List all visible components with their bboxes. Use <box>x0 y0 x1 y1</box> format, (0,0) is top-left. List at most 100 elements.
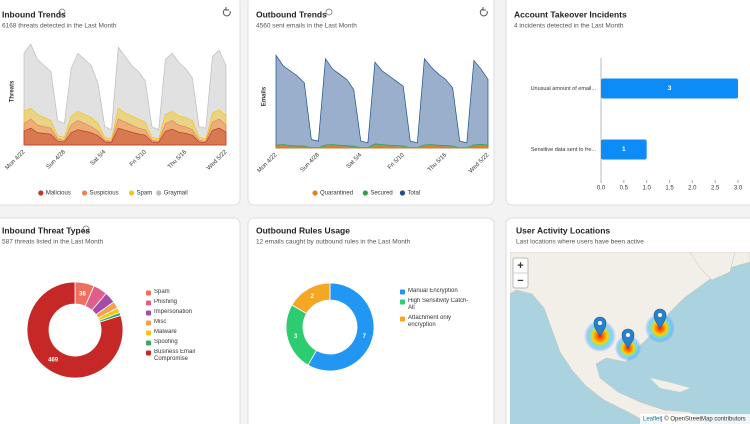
legend-label: Suspicious <box>90 191 119 197</box>
attribution-link[interactable]: Leaflet <box>643 417 661 423</box>
help-icon[interactable] <box>325 8 333 16</box>
legend-label: High Sensitivity Catch-All <box>408 298 469 311</box>
legend-label: Spam <box>154 289 170 295</box>
legend-swatch <box>146 300 151 306</box>
bar-label: 1 <box>622 146 626 153</box>
slice-label: 3 <box>294 334 298 340</box>
donut-slice <box>307 282 375 372</box>
help-icon[interactable] <box>82 225 90 233</box>
legend-swatch <box>146 290 151 296</box>
x-tick-label: 0.0 <box>597 186 606 192</box>
legend-swatch <box>362 190 368 196</box>
panel-subtitle: Last locations where users have been act… <box>516 239 644 246</box>
legend-label: Malicious <box>46 191 71 197</box>
legend-swatch <box>146 350 151 356</box>
refresh-icon[interactable] <box>479 7 488 17</box>
legend-label: Spam <box>137 191 153 197</box>
legend-swatch <box>400 316 405 322</box>
legend-swatch <box>146 320 151 326</box>
legend-label: Phishing <box>154 299 178 305</box>
slice-label: 7 <box>363 334 367 340</box>
y-axis-label: Threats <box>10 80 16 102</box>
land <box>689 252 736 281</box>
zoom-out[interactable]: − <box>517 275 523 287</box>
legend-swatch <box>400 289 405 295</box>
legend-label: Manual Encryption <box>408 288 458 294</box>
x-tick-label: 3.0 <box>734 186 743 192</box>
legend-label: Quarantined <box>320 191 353 197</box>
bar <box>601 139 647 160</box>
legend-swatch <box>156 190 162 196</box>
panel-title: Inbound Trends <box>2 9 66 19</box>
legend-label: Malware <box>154 329 177 335</box>
legend-swatch <box>146 310 151 316</box>
legend-swatch <box>128 190 135 196</box>
map: + − Leaflet | © OpenStreetMap contributo… <box>510 252 750 424</box>
legend-swatch <box>400 299 405 305</box>
area <box>23 118 227 146</box>
legend-label: Spoofing <box>154 339 178 345</box>
legend-swatch <box>146 330 151 336</box>
help-icon[interactable] <box>58 8 66 16</box>
area <box>23 107 227 146</box>
legend-item: Misc <box>154 319 167 325</box>
refresh-icon[interactable] <box>222 7 231 17</box>
zoom-in[interactable]: + <box>517 260 523 272</box>
attribution-box <box>640 414 750 424</box>
legend-swatch <box>399 190 406 196</box>
panel-subtitle: 587 threats listed in the Last Month <box>2 239 104 246</box>
legend-label: Total <box>407 191 420 197</box>
legend-label: Impersonation <box>154 309 193 315</box>
legend-label: Business Email Compromise <box>154 349 196 362</box>
legend-item: Attachment only encryption <box>408 315 452 328</box>
bar <box>601 78 738 99</box>
x-tick-label: 1.0 <box>642 186 651 192</box>
area <box>23 43 227 146</box>
x-tick-label: 2.5 <box>711 186 720 192</box>
legend-item: Phishing <box>154 299 178 305</box>
panel-subtitle: 4 incidents detected in the Last Month <box>514 23 624 30</box>
legend-item: Impersonation <box>154 309 193 315</box>
panel-title: Account Takeover Incidents <box>514 9 627 19</box>
panel-subtitle: 6168 threats detected in the Last Month <box>2 23 117 30</box>
legend-item: Business Email Compromise <box>154 349 196 362</box>
legend-swatch <box>81 190 88 196</box>
donut-slice <box>291 282 331 315</box>
legend-item: Manual Encryption <box>408 288 458 294</box>
pin[interactable] <box>593 316 607 337</box>
x-tick-label: 0.5 <box>620 186 629 192</box>
legend-swatch <box>146 340 151 346</box>
x-tick-label: 2.0 <box>688 186 697 192</box>
legend-label: Attachment only encryption <box>408 315 452 328</box>
area <box>23 127 227 146</box>
legend-swatch <box>312 190 318 196</box>
y-tick-label: Sensitive data sent to fre... <box>531 147 597 153</box>
bar-label: 3 <box>668 85 672 92</box>
legend-label: Graymail <box>164 191 188 197</box>
pin[interactable] <box>621 328 635 349</box>
panel <box>505 0 750 206</box>
panel-subtitle: 4560 sent emails in the Last Month <box>256 23 357 30</box>
slice-label: 469 <box>48 357 59 363</box>
slice-label: 2 <box>311 294 315 300</box>
pin[interactable] <box>653 308 667 329</box>
pins <box>593 308 667 349</box>
legend-item: Spoofing <box>154 339 178 345</box>
legend-label: Secured <box>370 191 392 197</box>
donut-slice <box>26 281 124 379</box>
panel-title: User Activity Locations <box>516 225 610 235</box>
y-tick-label: Unusual amount of email... <box>531 86 597 92</box>
panel-title: Outbound Rules Usage <box>256 225 350 235</box>
y-axis-label: Emails <box>262 86 268 106</box>
x-tick-label: 1.5 <box>665 186 674 192</box>
land <box>650 378 690 392</box>
attribution: | © OpenStreetMap contributors <box>661 416 746 423</box>
area <box>275 54 489 149</box>
legend-swatch <box>38 190 44 196</box>
legend-item: Spam <box>154 289 170 295</box>
panel-title: Inbound Threat Types <box>2 225 90 235</box>
area <box>275 145 489 149</box>
slice-label: 38 <box>79 291 86 297</box>
legend-label: Misc <box>154 319 167 325</box>
